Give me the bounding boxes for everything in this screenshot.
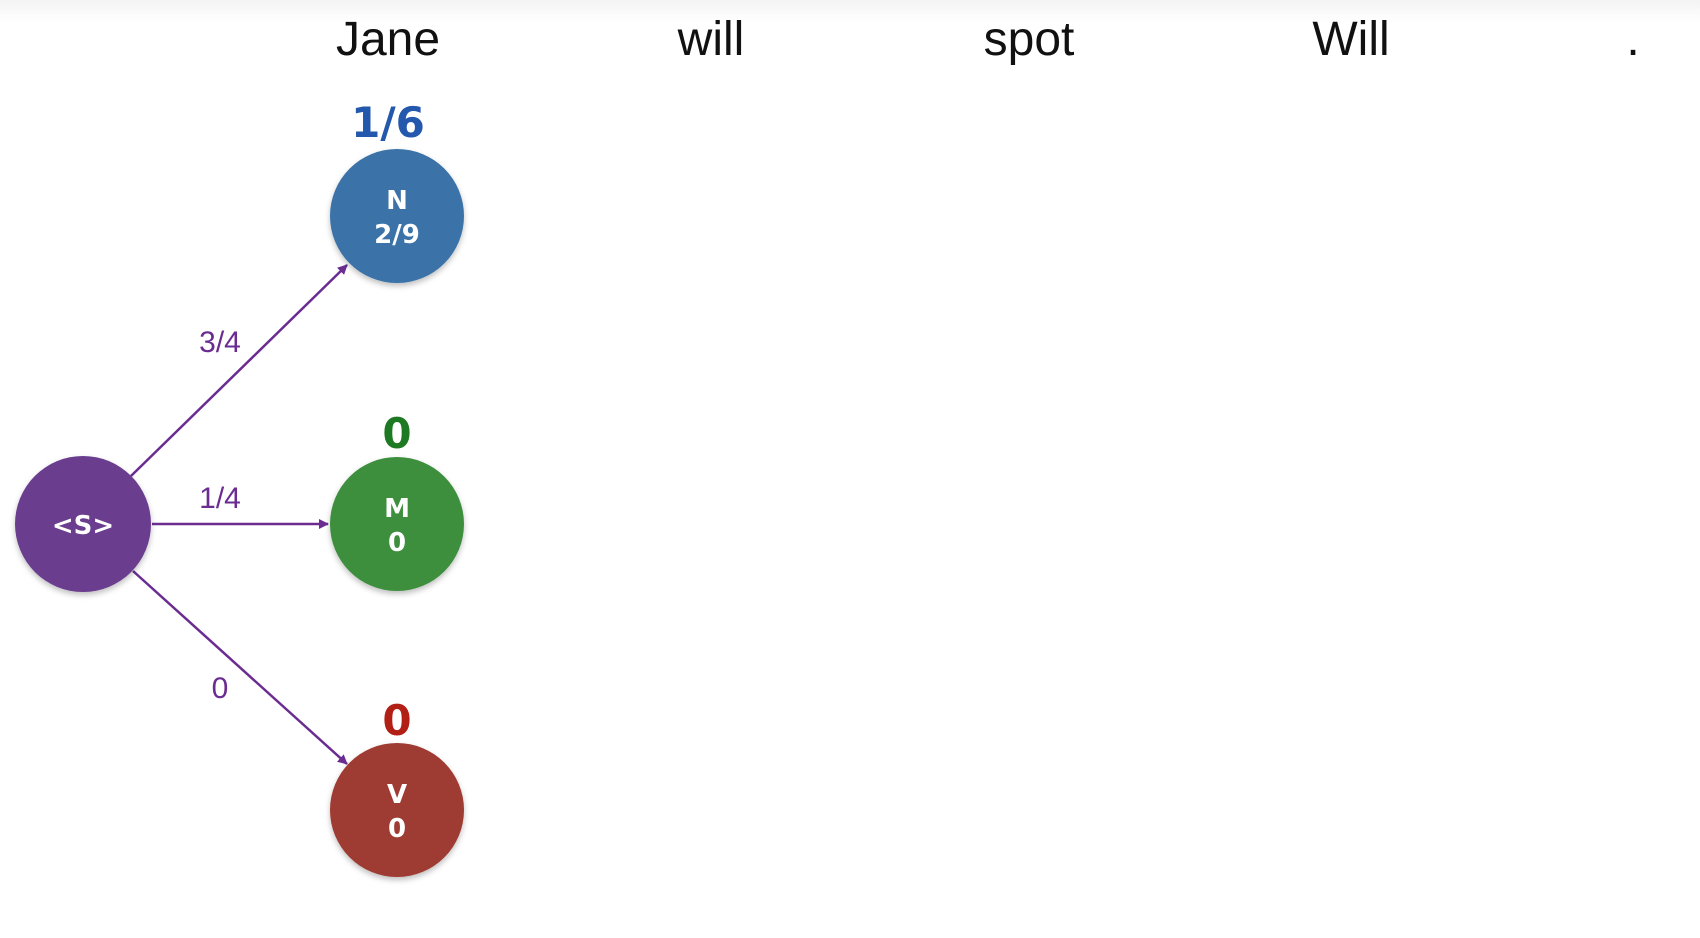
edge-start-to-n [130,264,348,477]
start-node: <S> [15,456,151,592]
word-2: will [677,13,745,66]
state-tag-n: N [386,186,408,216]
word-5: . [1626,13,1639,66]
state-tag-v: V [387,780,407,810]
word-3: spot [984,13,1075,66]
word-1: Jane [336,13,440,66]
state-emission-n: 2/9 [374,220,420,250]
state-emission-m: 0 [388,528,406,558]
state-score-m: 0 [382,409,411,458]
edge-label-m: 1/4 [199,482,241,515]
state-score-n: 1/6 [351,98,425,147]
state-node-v: 0 V 0 [330,696,464,877]
state-node-n: 1/6 N 2/9 [330,98,464,283]
word-4: Will [1312,13,1389,66]
state-circle-v [330,743,464,877]
state-circle-m [330,457,464,591]
sentence-row: Jane will spot Will . [336,13,1640,66]
edge-label-n: 3/4 [199,326,241,359]
state-score-v: 0 [382,696,411,745]
state-tag-m: M [384,494,410,524]
edge-label-v: 0 [212,672,229,705]
edge-start-to-v [132,570,348,765]
state-emission-v: 0 [388,814,406,844]
state-node-m: 0 M 0 [330,409,464,591]
start-node-circle [15,456,151,592]
state-circle-n [330,149,464,283]
transition-edges: 3/4 1/4 0 [130,264,348,765]
start-node-label: <S> [52,511,114,541]
